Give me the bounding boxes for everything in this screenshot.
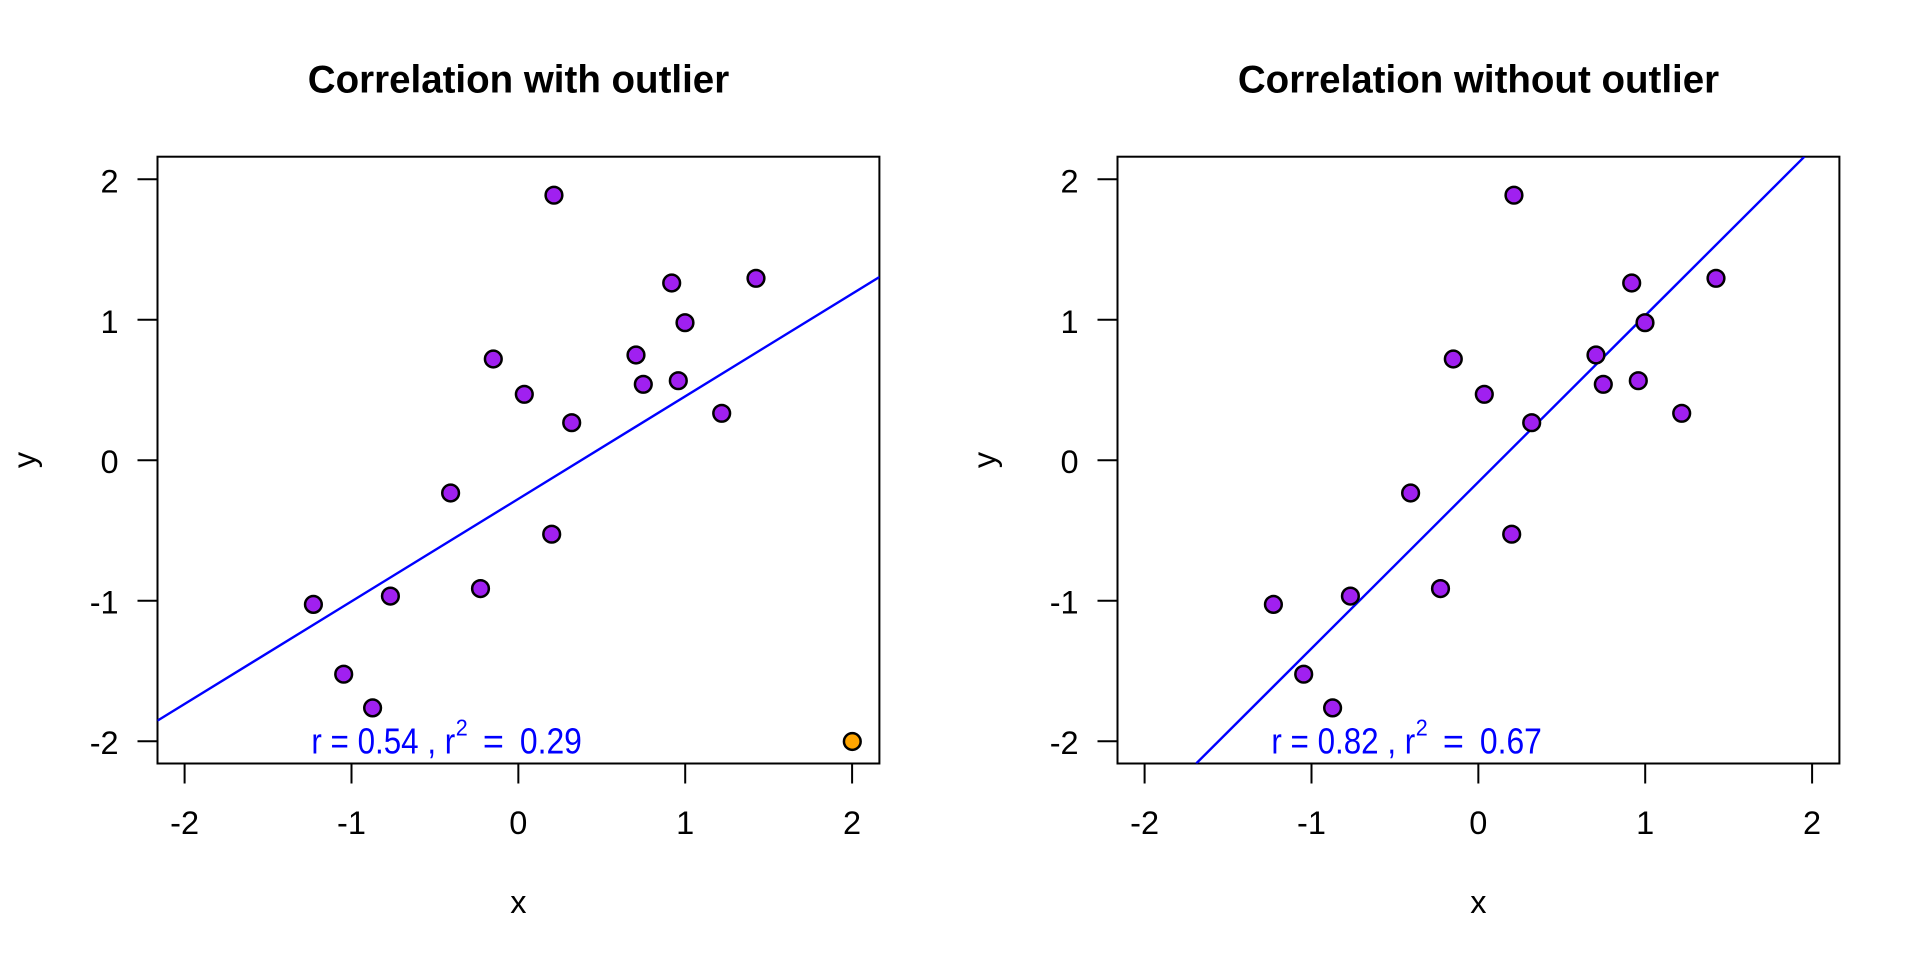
svg-text:-1: -1 — [1297, 805, 1326, 841]
svg-text:0.67: 0.67 — [1480, 720, 1542, 761]
svg-text:Correlation with outlier: Correlation with outlier — [308, 59, 729, 102]
svg-text:0: 0 — [509, 805, 527, 841]
svg-text:2: 2 — [843, 805, 861, 841]
svg-text:1: 1 — [1061, 304, 1079, 340]
svg-text:=: = — [483, 720, 504, 761]
svg-text:2: 2 — [1061, 163, 1079, 199]
svg-text:r = 0.82 , r: r = 0.82 , r — [1271, 720, 1415, 761]
svg-text:-1: -1 — [337, 805, 366, 841]
svg-text:-2: -2 — [170, 805, 199, 841]
svg-text:-2: -2 — [1130, 805, 1159, 841]
svg-text:y: y — [7, 451, 43, 468]
svg-text:-1: -1 — [90, 585, 119, 621]
svg-text:-2: -2 — [90, 725, 119, 761]
svg-text:0: 0 — [1061, 444, 1079, 480]
svg-text:y: y — [967, 451, 1003, 468]
svg-text:2: 2 — [101, 163, 119, 199]
svg-text:0: 0 — [1469, 805, 1487, 841]
svg-text:-2: -2 — [1050, 725, 1079, 761]
svg-text:x: x — [510, 884, 526, 920]
svg-text:r = 0.54 , r: r = 0.54 , r — [311, 720, 455, 761]
svg-text:x: x — [1470, 884, 1486, 920]
svg-text:2: 2 — [456, 715, 468, 741]
svg-text:-1: -1 — [1050, 585, 1079, 621]
svg-text:Correlation without outlier: Correlation without outlier — [1238, 59, 1719, 102]
svg-text:0.29: 0.29 — [520, 720, 582, 761]
svg-text:1: 1 — [676, 805, 694, 841]
svg-text:1: 1 — [101, 304, 119, 340]
svg-text:=: = — [1443, 720, 1464, 761]
svg-text:2: 2 — [1803, 805, 1821, 841]
svg-text:0: 0 — [101, 444, 119, 480]
svg-text:1: 1 — [1636, 805, 1654, 841]
svg-text:2: 2 — [1416, 715, 1428, 741]
